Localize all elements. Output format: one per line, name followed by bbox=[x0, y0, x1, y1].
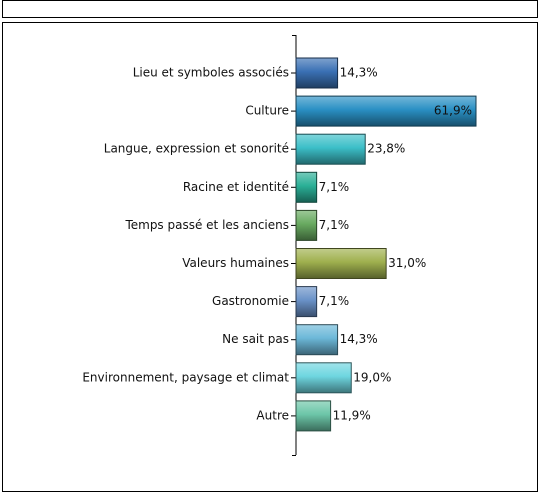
value-label: 7,1% bbox=[319, 180, 350, 194]
category-label: Valeurs humaines bbox=[182, 256, 289, 270]
bar bbox=[295, 286, 318, 318]
bar bbox=[295, 209, 318, 241]
category-label: Gastronomie bbox=[212, 294, 289, 308]
value-label: 19,0% bbox=[353, 370, 391, 384]
value-label: 7,1% bbox=[319, 218, 350, 232]
bar bbox=[295, 248, 387, 279]
category-label: Racine et identité bbox=[183, 180, 289, 194]
chart-panel bbox=[2, 22, 538, 492]
value-label: 23,8% bbox=[367, 142, 405, 156]
value-label: 11,9% bbox=[333, 408, 371, 422]
category-label: Temps passé et les anciens bbox=[124, 218, 289, 232]
bar bbox=[295, 362, 352, 394]
category-label: Lieu et symboles associés bbox=[133, 66, 289, 80]
category-label: Langue, expression et sonorité bbox=[104, 142, 289, 156]
value-label: 14,3% bbox=[340, 66, 378, 80]
value-label: 31,0% bbox=[388, 256, 426, 270]
bar bbox=[295, 95, 477, 127]
category-label: Culture bbox=[245, 104, 289, 118]
bar bbox=[295, 133, 366, 165]
category-label: Autre bbox=[256, 408, 289, 422]
value-label: 7,1% bbox=[319, 294, 350, 308]
category-label: Environnement, paysage et climat bbox=[82, 370, 289, 384]
bar bbox=[295, 324, 339, 356]
value-label: 14,3% bbox=[340, 332, 378, 346]
value-label: 61,9% bbox=[434, 104, 472, 118]
category-label: Ne sait pas bbox=[222, 332, 289, 346]
bar bbox=[295, 400, 332, 432]
top-panel bbox=[2, 0, 538, 18]
bar bbox=[295, 57, 339, 89]
bar bbox=[295, 171, 318, 203]
